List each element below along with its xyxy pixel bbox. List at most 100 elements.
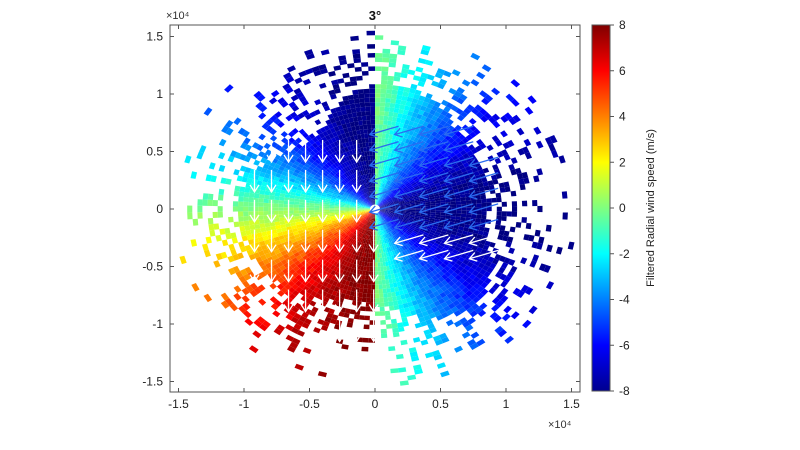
radar-cell bbox=[360, 165, 364, 171]
wind-arrow bbox=[351, 199, 362, 224]
radar-cell bbox=[361, 223, 365, 229]
radar-cell bbox=[371, 213, 374, 218]
radar-cell bbox=[404, 203, 411, 206]
radar-cell bbox=[447, 157, 455, 164]
radar-cell bbox=[361, 161, 365, 166]
radar-cell bbox=[483, 271, 491, 278]
radar-cell bbox=[393, 198, 398, 202]
radar-cell bbox=[345, 161, 351, 166]
radar-cell bbox=[384, 195, 389, 199]
radar-cell bbox=[404, 259, 410, 265]
radar-cell bbox=[385, 218, 389, 223]
radar-cell bbox=[258, 194, 265, 199]
radar-cell bbox=[370, 217, 373, 222]
radar-cell bbox=[369, 151, 373, 156]
radar-cell bbox=[361, 252, 365, 257]
radar-cell bbox=[440, 301, 448, 309]
radar-cell bbox=[256, 180, 263, 186]
radar-cell bbox=[253, 319, 263, 328]
wind-arrow bbox=[468, 218, 499, 231]
radar-cell bbox=[248, 220, 255, 226]
radar-cell bbox=[349, 309, 356, 315]
radar-cell bbox=[414, 214, 421, 217]
radar-cell bbox=[278, 246, 285, 253]
radar-cell bbox=[435, 200, 441, 204]
radar-cell bbox=[378, 231, 381, 236]
radar-cell bbox=[483, 112, 492, 120]
radar-cell bbox=[350, 192, 355, 197]
radar-cell bbox=[352, 168, 357, 174]
radar-cell bbox=[436, 152, 443, 159]
radar-cell bbox=[315, 266, 322, 272]
radar-cell bbox=[324, 170, 330, 175]
radar-cell bbox=[420, 72, 429, 79]
radar-cell bbox=[406, 183, 412, 188]
radar-cell bbox=[422, 291, 429, 297]
radar-cell bbox=[336, 195, 343, 199]
radar-cell bbox=[294, 216, 300, 220]
radar-cell bbox=[426, 308, 434, 315]
radar-cell bbox=[321, 193, 327, 197]
radar-cell bbox=[265, 169, 272, 175]
radar-cell bbox=[436, 68, 446, 75]
radar-cell bbox=[380, 216, 384, 221]
radar-cell bbox=[212, 200, 218, 207]
radar-cell bbox=[376, 168, 379, 174]
radar-cell bbox=[352, 163, 357, 169]
radar-cell bbox=[274, 221, 281, 226]
radar-cell bbox=[336, 196, 342, 200]
radar-cell bbox=[491, 113, 501, 121]
radar-cell bbox=[306, 189, 313, 194]
radar-cell bbox=[413, 196, 419, 200]
radar-cell bbox=[367, 230, 370, 236]
radar-cell bbox=[383, 111, 389, 117]
radar-cell bbox=[381, 199, 386, 203]
radar-cell bbox=[258, 198, 264, 203]
radar-cell bbox=[521, 200, 528, 207]
radar-cell bbox=[441, 138, 448, 144]
radar-cell bbox=[318, 132, 325, 139]
radar-cell bbox=[349, 238, 354, 244]
radar-cell bbox=[436, 362, 446, 369]
radar-cell bbox=[283, 204, 289, 208]
radar-cell bbox=[412, 163, 419, 169]
radar-cell bbox=[301, 99, 309, 107]
radar-cell bbox=[423, 329, 432, 336]
radar-cell bbox=[259, 223, 266, 229]
radar-cell bbox=[361, 238, 365, 244]
radar-cell bbox=[390, 152, 395, 158]
wind-arrow bbox=[368, 141, 399, 154]
radar-cell bbox=[278, 165, 285, 172]
radar-cell bbox=[332, 131, 338, 138]
radar-cell bbox=[387, 251, 392, 257]
radar-cell bbox=[425, 186, 432, 190]
radar-cell bbox=[333, 116, 340, 122]
radar-cell bbox=[289, 197, 295, 202]
radar-cell bbox=[278, 177, 285, 183]
radar-cell bbox=[537, 205, 543, 213]
wind-arrow bbox=[266, 229, 277, 253]
radar-cell bbox=[277, 97, 286, 105]
radar-cell bbox=[496, 292, 505, 300]
radar-cell bbox=[448, 280, 455, 287]
radar-cell bbox=[374, 200, 375, 205]
radar-cell bbox=[271, 254, 279, 261]
radar-cell bbox=[368, 221, 371, 227]
radar-cell bbox=[310, 163, 317, 169]
radar-cell bbox=[191, 283, 200, 292]
radar-cell bbox=[287, 169, 294, 175]
radar-cell bbox=[365, 204, 371, 208]
radar-cell bbox=[325, 277, 331, 284]
radar-cell bbox=[466, 306, 475, 314]
radar-cell bbox=[472, 270, 480, 277]
radar-cell bbox=[440, 215, 446, 219]
radar-cell bbox=[363, 243, 367, 249]
radar-cell bbox=[375, 97, 381, 103]
radar-cell bbox=[310, 242, 317, 248]
radar-cell bbox=[386, 197, 391, 201]
radar-cell bbox=[432, 335, 442, 342]
radar-cell bbox=[237, 252, 244, 260]
radar-cell bbox=[365, 193, 369, 198]
radar-cell bbox=[405, 231, 411, 236]
radar-cell bbox=[500, 115, 509, 123]
